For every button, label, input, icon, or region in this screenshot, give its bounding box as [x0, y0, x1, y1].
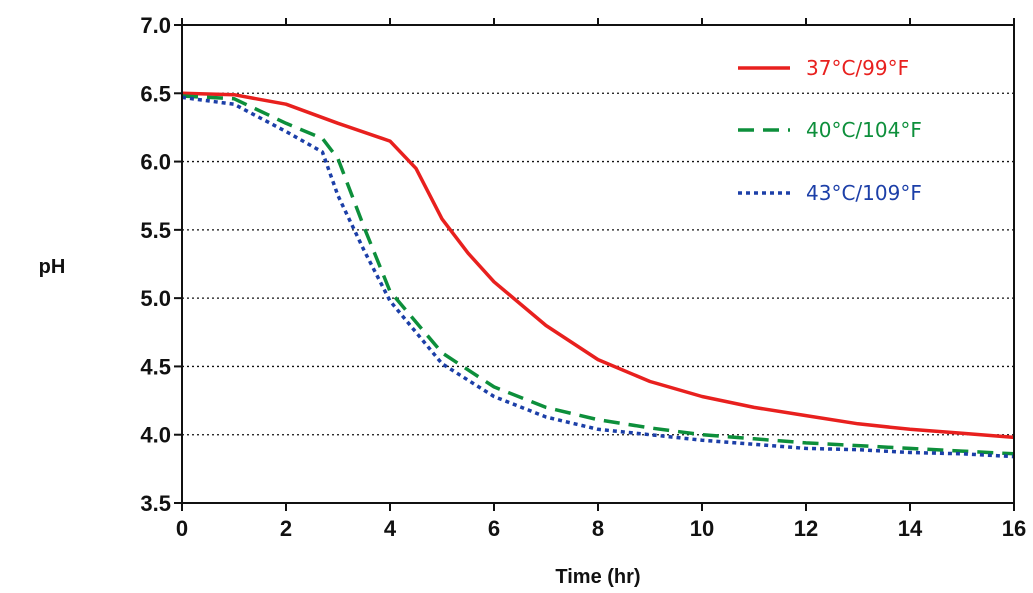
y-tick-label: 4.0	[140, 423, 171, 448]
x-tick-label: 4	[384, 516, 397, 541]
x-tick-label: 12	[794, 516, 818, 541]
legend: 37°C/99°F 40°C/104°F 43°C/109°F	[738, 56, 922, 205]
x-tick-label: 6	[488, 516, 500, 541]
y-tick-label: 6.5	[140, 81, 171, 106]
y-tick-label: 5.0	[140, 286, 171, 311]
y-axis-label: pH	[39, 256, 66, 278]
series-line	[182, 97, 1014, 456]
x-axis-label: Time (hr)	[555, 566, 640, 588]
y-tick-label: 3.5	[140, 491, 171, 516]
axis-ticks: 3.5 4.0 4.5 5.0 5.5 6.0 6.5 7.0 0 2 4 6 8 10 12 14 16	[140, 13, 1026, 541]
legend-label: 40°C/104°F	[806, 118, 922, 142]
legend-label: 37°C/99°F	[806, 56, 909, 80]
x-tick-label: 8	[592, 516, 604, 541]
y-tick-label: 7.0	[140, 13, 171, 38]
x-tick-label: 14	[898, 516, 923, 541]
y-tick-label: 6.0	[140, 150, 171, 175]
series-line	[182, 96, 1014, 454]
x-tick-label: 0	[176, 516, 188, 541]
y-tick-label: 4.5	[140, 354, 171, 379]
series-lines	[182, 93, 1014, 456]
x-tick-label: 2	[280, 516, 292, 541]
plot-frame	[182, 25, 1014, 503]
x-tick-label: 16	[1002, 516, 1026, 541]
legend-label: 43°C/109°F	[806, 181, 922, 205]
series-line	[182, 93, 1014, 437]
gridlines	[182, 93, 1014, 434]
x-tick-label: 10	[690, 516, 714, 541]
y-tick-label: 5.5	[140, 218, 171, 243]
